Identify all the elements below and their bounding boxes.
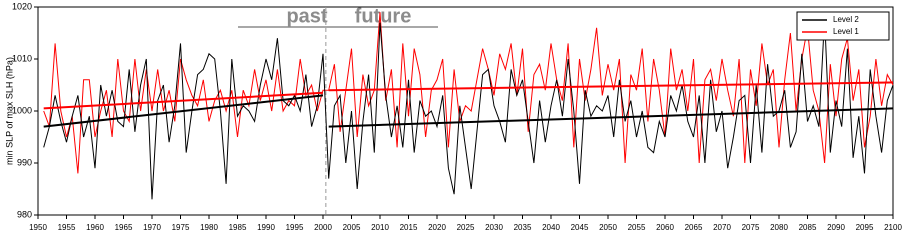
annotation: past bbox=[286, 5, 327, 27]
trend-line bbox=[328, 107, 894, 128]
legend-label: Level 1 bbox=[833, 27, 859, 36]
x-tick-label: 1980 bbox=[200, 223, 218, 232]
x-tick-label: 2010 bbox=[371, 223, 389, 232]
y-tick-label: 1010 bbox=[12, 53, 32, 63]
x-tick-label: 2065 bbox=[685, 223, 703, 232]
legend-label: Level 2 bbox=[833, 15, 859, 24]
x-tick-label: 2080 bbox=[770, 223, 788, 232]
x-tick-label: 2070 bbox=[713, 223, 731, 232]
x-tick-label: 2085 bbox=[799, 223, 817, 232]
x-tick-label: 2000 bbox=[314, 223, 332, 232]
x-tick-label: 1950 bbox=[29, 223, 47, 232]
x-tick-label: 1955 bbox=[58, 223, 76, 232]
trend-line bbox=[43, 94, 324, 128]
x-tick-label: 1995 bbox=[286, 223, 304, 232]
x-tick-label: 2095 bbox=[856, 223, 874, 232]
series-line bbox=[43, 17, 894, 200]
y-tick-label: 980 bbox=[17, 209, 32, 219]
x-tick-label: 1990 bbox=[257, 223, 275, 232]
x-tick-label: 2055 bbox=[628, 223, 646, 232]
series-line bbox=[43, 12, 894, 174]
x-tick-label: 2030 bbox=[485, 223, 503, 232]
y-tick-label: 990 bbox=[17, 157, 32, 167]
y-tick-label: 1000 bbox=[12, 105, 32, 115]
x-tick-label: 2060 bbox=[656, 223, 674, 232]
y-axis-label: min SLP of max SLH (hPa) bbox=[4, 57, 14, 165]
x-tick-label: 1970 bbox=[143, 223, 161, 232]
x-tick-label: 2015 bbox=[400, 223, 418, 232]
legend-box bbox=[796, 11, 890, 41]
x-tick-label: 2035 bbox=[514, 223, 532, 232]
annotation: future bbox=[355, 5, 412, 27]
x-tick-label: 2005 bbox=[343, 223, 361, 232]
x-tick-label: 1975 bbox=[172, 223, 190, 232]
x-tick-label: 2045 bbox=[571, 223, 589, 232]
y-tick-label: 1020 bbox=[12, 1, 32, 11]
x-tick-label: 2075 bbox=[742, 223, 760, 232]
trend-line bbox=[328, 81, 894, 92]
x-tick-label: 2100 bbox=[884, 223, 902, 232]
x-tick-label: 2090 bbox=[827, 223, 845, 232]
x-tick-label: 2040 bbox=[542, 223, 560, 232]
x-tick-label: 1960 bbox=[86, 223, 104, 232]
x-tick-label: 1965 bbox=[115, 223, 133, 232]
x-tick-label: 2020 bbox=[428, 223, 446, 232]
trend-line bbox=[43, 91, 324, 110]
x-tick-label: 2025 bbox=[457, 223, 475, 232]
x-tick-label: 1985 bbox=[229, 223, 247, 232]
x-tick-label: 2050 bbox=[599, 223, 617, 232]
